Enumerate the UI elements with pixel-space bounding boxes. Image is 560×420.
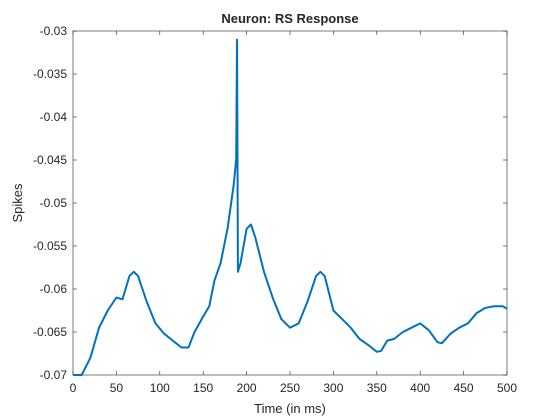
y-tick-label: -0.04 (40, 110, 68, 124)
plot-area (72, 30, 508, 376)
x-tick-label: 100 (150, 381, 170, 395)
x-tick-label: 450 (454, 381, 474, 395)
x-tick-label: 250 (280, 381, 300, 395)
x-tick-label: 150 (193, 381, 213, 395)
y-tick-label: -0.07 (40, 368, 68, 382)
y-tick-label: -0.035 (33, 67, 67, 81)
y-tick-label: -0.03 (40, 24, 68, 38)
y-tick-label: -0.045 (33, 153, 67, 167)
y-tick-label: -0.065 (33, 325, 67, 339)
data-line (73, 38, 508, 376)
x-tick-label: 50 (110, 381, 124, 395)
x-tick-label: 400 (410, 381, 430, 395)
y-axis-label: Spikes (10, 183, 25, 223)
x-tick-label: 300 (323, 381, 343, 395)
x-axis-label: Time (in ms) (254, 401, 326, 416)
y-tick-label: -0.05 (40, 196, 68, 210)
x-tick-label: 0 (70, 381, 77, 395)
x-tick-label: 200 (237, 381, 257, 395)
x-tick-label: 350 (367, 381, 387, 395)
chart-title: Neuron: RS Response (221, 11, 358, 26)
y-tick-label: -0.055 (33, 239, 67, 253)
x-tick-label: 500 (497, 381, 517, 395)
y-tick-label: -0.06 (40, 282, 68, 296)
